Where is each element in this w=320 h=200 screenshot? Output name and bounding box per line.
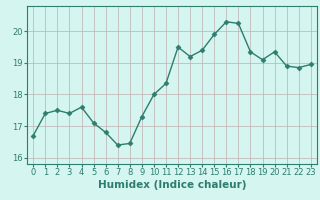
X-axis label: Humidex (Indice chaleur): Humidex (Indice chaleur): [98, 180, 246, 190]
